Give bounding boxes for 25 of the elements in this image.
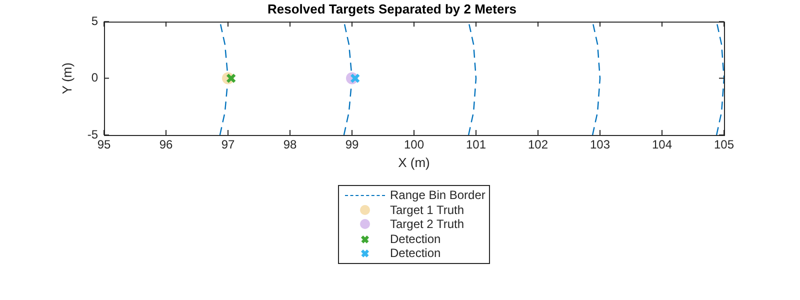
x-tick-label: 103 [590, 138, 610, 152]
x-tick-label: 95 [97, 138, 111, 152]
x-tick-label: 96 [159, 138, 173, 152]
chart-title: Resolved Targets Separated by 2 Meters [267, 1, 517, 16]
line-series [592, 22, 601, 135]
x-tick-label: 104 [652, 138, 672, 152]
line-series [468, 22, 477, 135]
x-tick-label: 100 [404, 138, 424, 152]
x-tick-label: 99 [345, 138, 359, 152]
legend-label: Range Bin Border [390, 188, 486, 202]
y-tick-label: 5 [91, 14, 98, 28]
x-tick-label: 105 [714, 138, 734, 152]
legend-label: Detection [390, 232, 441, 246]
x-tick-label: 101 [466, 138, 486, 152]
y-axis-title: Y (m) [59, 62, 74, 94]
x-tick-label: 102 [528, 138, 548, 152]
x-axis-title: X (m) [398, 154, 430, 170]
y-tick-label: 0 [91, 70, 98, 85]
x-tick-label: 98 [283, 138, 297, 152]
line-series [716, 22, 724, 135]
legend-label: Target 2 Truth [390, 217, 464, 232]
x-tick-label: 97 [221, 138, 235, 152]
legend-label: Target 1 Truth [390, 202, 464, 217]
legend-label: Detection [390, 246, 441, 260]
y-tick-label: -5 [87, 127, 98, 142]
